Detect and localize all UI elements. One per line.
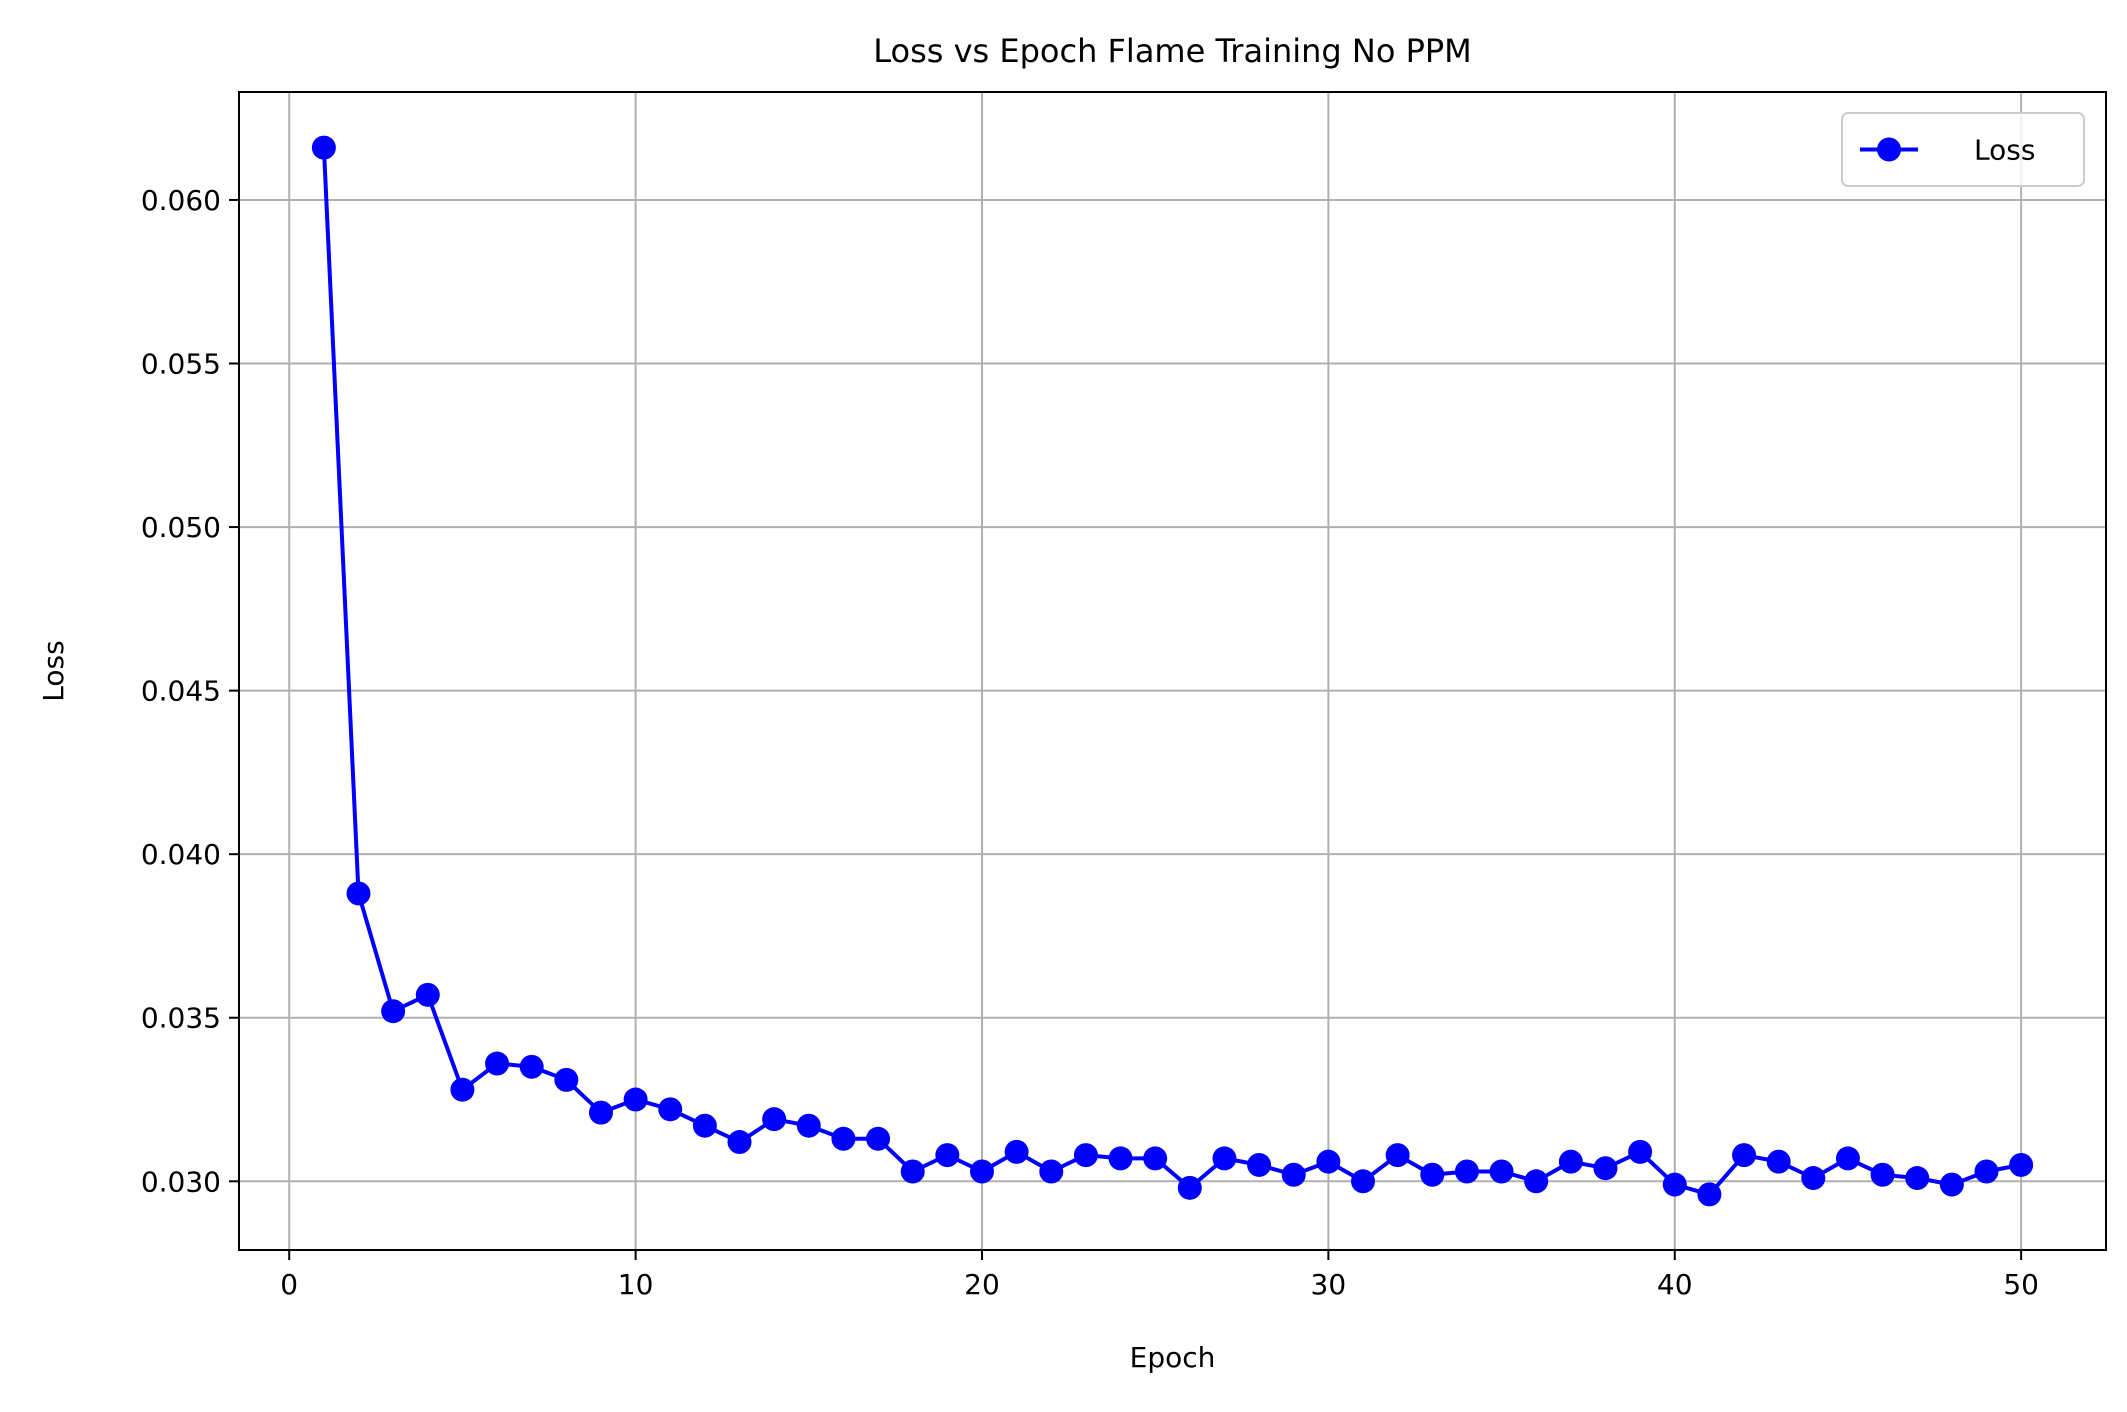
loss-data-point <box>1247 1152 1272 1177</box>
x-tick-label: 40 <box>1657 1268 1693 1301</box>
axis-ticks: 0 10 20 30 40 50 0.030 0.035 0.040 0.045 0.050 0.05… <box>141 184 2039 1301</box>
x-axis-label: Epoch <box>1130 1341 1216 1374</box>
loss-data-point <box>1766 1149 1791 1174</box>
loss-data-point <box>1420 1162 1445 1187</box>
loss-data-point <box>588 1100 613 1125</box>
loss-data-point <box>1524 1169 1549 1194</box>
loss-data-point <box>866 1126 891 1151</box>
y-tick-label: 0.040 <box>141 838 221 871</box>
plot-frame <box>238 91 2107 1251</box>
loss-data-point <box>311 135 336 160</box>
loss-data-point <box>727 1130 752 1155</box>
loss-data-point <box>1039 1159 1064 1184</box>
loss-data-point <box>2009 1152 2034 1177</box>
y-tick-label: 0.060 <box>141 184 221 217</box>
loss-data-point <box>346 881 371 906</box>
loss-data-point <box>1835 1146 1860 1171</box>
y-tick-label: 0.030 <box>141 1165 221 1198</box>
loss-data-point <box>692 1113 717 1138</box>
x-tick-label: 0 <box>280 1268 298 1301</box>
x-tick-label: 50 <box>2003 1268 2039 1301</box>
loss-data-point <box>658 1097 683 1122</box>
loss-data-point <box>1801 1166 1826 1191</box>
loss-data-point <box>1073 1143 1098 1168</box>
loss-data-point <box>1662 1172 1687 1197</box>
y-axis-label: Loss <box>37 640 70 701</box>
loss-data-point <box>1143 1146 1168 1171</box>
loss-data-point <box>1628 1139 1653 1164</box>
y-tick-label: 0.035 <box>141 1002 221 1035</box>
legend: Loss <box>1841 112 2085 187</box>
loss-data-point <box>415 982 440 1007</box>
loss-data-point <box>1385 1143 1410 1168</box>
grid-lines <box>239 92 2106 1250</box>
loss-data-point <box>1212 1146 1237 1171</box>
series-layer <box>311 135 2034 1207</box>
y-tick-label: 0.050 <box>141 511 221 544</box>
loss-data-point <box>831 1126 856 1151</box>
loss-data-point <box>623 1087 648 1112</box>
loss-data-point <box>1558 1149 1583 1174</box>
y-tick-label: 0.045 <box>141 675 221 708</box>
loss-data-point <box>1697 1182 1722 1207</box>
loss-data-point <box>1316 1149 1341 1174</box>
x-tick-label: 30 <box>1311 1268 1347 1301</box>
loss-data-point <box>1905 1166 1930 1191</box>
legend-marker <box>1877 137 1901 162</box>
loss-data-point <box>1870 1162 1895 1187</box>
loss-data-point <box>1351 1169 1376 1194</box>
loss-data-point <box>935 1143 960 1168</box>
loss-data-point <box>485 1051 510 1076</box>
loss-data-point <box>796 1113 821 1138</box>
loss-data-point <box>1454 1159 1479 1184</box>
loss-data-point <box>519 1054 544 1079</box>
loss-data-point <box>1732 1143 1757 1168</box>
x-tick-label: 20 <box>964 1268 1000 1301</box>
y-tick-label: 0.055 <box>141 348 221 381</box>
loss-data-point <box>1974 1159 1999 1184</box>
loss-data-point <box>1489 1159 1514 1184</box>
loss-data-point <box>450 1077 475 1102</box>
loss-data-point <box>1593 1156 1618 1181</box>
loss-data-point <box>969 1159 994 1184</box>
loss-data-point <box>1177 1175 1202 1200</box>
loss-data-point <box>554 1067 579 1092</box>
loss-data-point <box>1939 1172 1964 1197</box>
loss-data-point <box>381 999 406 1024</box>
loss-data-point <box>900 1159 925 1184</box>
chart-title: Loss vs Epoch Flame Training No PPM <box>873 32 1472 70</box>
loss-data-point <box>1108 1146 1133 1171</box>
loss-data-point <box>1004 1139 1029 1164</box>
loss-data-point <box>1281 1162 1306 1187</box>
legend-label: Loss <box>1974 134 2035 167</box>
loss-data-point <box>762 1107 787 1132</box>
x-tick-label: 10 <box>618 1268 654 1301</box>
legend-box <box>1841 112 2085 187</box>
